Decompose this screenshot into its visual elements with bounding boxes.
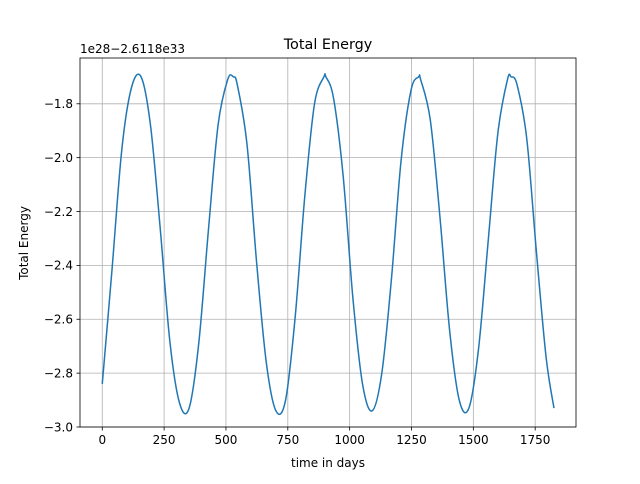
x-tick-label: 1500 (458, 433, 489, 447)
x-axis-label: time in days (291, 456, 365, 470)
x-tick-label: 0 (98, 433, 106, 447)
x-tick-label: 1250 (396, 433, 427, 447)
y-tick-label: −2.0 (44, 151, 73, 165)
x-tick-label: 500 (215, 433, 238, 447)
ticks: 0 250 500 750 1000 1250 1500 1750 −3.0 −2.8 −2.6 −2… (44, 97, 551, 447)
plot-frame (79, 57, 577, 428)
axes (79, 57, 577, 428)
y-tick-label: −2.8 (44, 366, 73, 380)
y-tick-label: −2.2 (44, 205, 73, 219)
x-tick-label: 1750 (520, 433, 551, 447)
chart-title: Total Energy (283, 37, 373, 53)
y-axis-offset-label: 1e28−2.6118e33 (80, 42, 185, 56)
grid (80, 58, 576, 428)
energy-series-line (101, 73, 555, 416)
x-tick-label: 1000 (334, 433, 365, 447)
y-axis-label: Total Energy (17, 206, 31, 281)
y-tick-label: −3.0 (44, 420, 73, 434)
y-tick-label: −1.8 (44, 97, 73, 111)
x-tick-label: 250 (153, 433, 176, 447)
y-tick-label: −2.6 (44, 313, 73, 327)
x-tick-label: 750 (276, 433, 299, 447)
series-layer (101, 73, 555, 416)
y-tick-label: −2.4 (44, 259, 73, 273)
